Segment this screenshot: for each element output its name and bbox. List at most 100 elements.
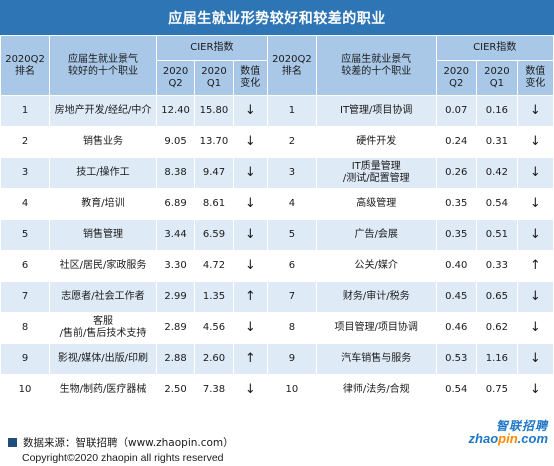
rank-left-cell: 7 [0,281,51,313]
table-row: 7 志愿者/社会工作者 2.99 1.35 ↑ 7 财务/审计/税务 0.45 0.65 ↓ [0,281,554,313]
rank-left-cell: 4 [0,188,51,220]
good-change-cell: ↓ [232,374,268,406]
rank-right-cell: 10 [266,374,317,406]
rank-right-cell: 3 [266,157,317,189]
good-job-cell: 销售业务 [49,126,157,158]
good-job-cell: 生物/制药/医疗器械 [49,374,157,406]
good-change-cell: ↑ [232,343,268,375]
good-q2-cell: 3.44 [155,219,196,251]
rank-left-cell: 3 [0,157,51,189]
rank-left-cell: 1 [0,95,51,127]
good-job-cell: 销售管理 [49,219,157,251]
page-title: 应届生就业形势较好和较差的职业 [0,0,554,35]
bad-q1-cell: 0.33 [476,250,518,282]
rank-right-cell: 4 [266,188,317,220]
rank-left-cell: 5 [0,219,51,251]
good-q1-cell: 4.56 [194,312,234,344]
bad-job-cell: 项目管理/项目协调 [315,312,437,344]
table-row: 5 销售管理 3.44 6.59 ↓ 5 广告/会展 0.35 0.51 ↓ [0,219,554,251]
table-body: 1 房地产开发/经纪/中介 12.40 15.80 ↓ 1 IT管理/项目协调 0.07 0.1… [0,95,554,406]
rank-left-cell: 6 [0,250,51,282]
bad-change-cell: ↓ [516,188,554,220]
good-q2-cell: 3.30 [155,250,196,282]
logo-cn: 智联招聘 [495,419,548,433]
bullet-square-icon [8,438,17,447]
bad-change-cell: ↓ [516,219,554,251]
bad-q1-cell: 0.42 [476,157,518,189]
bad-change-cell: ↓ [516,343,554,375]
rank-left-cell: 8 [0,312,51,344]
bad-q2-cell: 0.54 [435,374,478,406]
bad-job-cell: 高级管理 [315,188,437,220]
good-q1-cell: 2.60 [194,343,234,375]
header-q2-left: 2020 Q2 [155,60,196,96]
rank-left-cell: 9 [0,343,51,375]
header-cier-left: CIER指数 [155,35,268,61]
good-q1-cell: 4.72 [194,250,234,282]
good-change-cell: ↓ [232,95,268,127]
bad-q1-cell: 0.31 [476,126,518,158]
good-job-cell: 房地产开发/经纪/中介 [49,95,157,127]
good-q1-cell: 8.61 [194,188,234,220]
table-row: 6 社区/居民/家政服务 3.30 4.72 ↓ 6 公关/媒介 0.40 0.33 ↑ [0,250,554,282]
bad-q1-cell: 0.54 [476,188,518,220]
bad-change-cell: ↑ [516,250,554,282]
bad-q2-cell: 0.07 [435,95,478,127]
bad-q2-cell: 0.35 [435,188,478,220]
bad-change-cell: ↓ [516,126,554,158]
table-row: 3 技工/操作工 8.38 9.47 ↓ 3 IT质量管理 /测试/配置管理 0.26 0.42… [0,157,554,189]
rank-right-cell: 6 [266,250,317,282]
rank-right-cell: 1 [266,95,317,127]
good-change-cell: ↓ [232,219,268,251]
rank-right-cell: 2 [266,126,317,158]
good-change-cell: ↓ [232,250,268,282]
good-q1-cell: 13.70 [194,126,234,158]
bad-q1-cell: 0.16 [476,95,518,127]
jobs-table: 2020Q2 排名 应届生就业景气 较好的十个职业 CIER指数 2020Q2 … [0,35,554,406]
rank-left-cell: 10 [0,374,51,406]
copyright-text: Copyright©2020 zhaopin all rights reserv… [22,452,224,464]
table-row: 2 销售业务 9.05 13.70 ↓ 2 硬件开发 0.24 0.31 ↓ [0,126,554,158]
header-change-right: 数值 变化 [516,60,554,96]
header-good-jobs: 应届生就业景气 较好的十个职业 [49,35,157,96]
good-change-cell: ↓ [232,312,268,344]
header-rank-right: 2020Q2 排名 [266,35,317,96]
header-change-left: 数值 变化 [232,60,268,96]
good-job-cell: 志愿者/社会工作者 [49,281,157,313]
table-row: 8 客服 /售前/售后技术支持 2.89 4.56 ↓ 8 项目管理/项目协调 0.46 0.6… [0,312,554,344]
bad-change-cell: ↓ [516,312,554,344]
rank-left-cell: 2 [0,126,51,158]
table-row: 4 教育/培训 6.89 8.61 ↓ 4 高级管理 0.35 0.54 ↓ [0,188,554,220]
good-change-cell: ↓ [232,188,268,220]
bad-job-cell: 律师/法务/合规 [315,374,437,406]
source-text: 数据来源：智联招聘（www.zhaopin.com） [23,437,234,449]
bad-q2-cell: 0.24 [435,126,478,158]
good-q1-cell: 9.47 [194,157,234,189]
bad-q2-cell: 0.45 [435,281,478,313]
bad-job-cell: 广告/会展 [315,219,437,251]
good-q2-cell: 6.89 [155,188,196,220]
good-q1-cell: 15.80 [194,95,234,127]
rank-right-cell: 9 [266,343,317,375]
good-job-cell: 教育/培训 [49,188,157,220]
good-q2-cell: 2.50 [155,374,196,406]
good-q1-cell: 6.59 [194,219,234,251]
header-q1-right: 2020 Q1 [476,60,518,96]
bad-job-cell: 公关/媒介 [315,250,437,282]
good-change-cell: ↓ [232,126,268,158]
bad-change-cell: ↓ [516,374,554,406]
bad-change-cell: ↓ [516,157,554,189]
header-q1-left: 2020 Q1 [194,60,234,96]
rank-right-cell: 8 [266,312,317,344]
header-q2-right: 2020 Q2 [435,60,478,96]
bad-q1-cell: 0.62 [476,312,518,344]
logo-en: zhaopin.com [468,431,548,446]
good-q2-cell: 2.88 [155,343,196,375]
good-change-cell: ↑ [232,281,268,313]
bad-q2-cell: 0.46 [435,312,478,344]
bad-q2-cell: 0.35 [435,219,478,251]
rank-right-cell: 5 [266,219,317,251]
good-change-cell: ↓ [232,157,268,189]
bad-q1-cell: 0.65 [476,281,518,313]
good-q2-cell: 12.40 [155,95,196,127]
